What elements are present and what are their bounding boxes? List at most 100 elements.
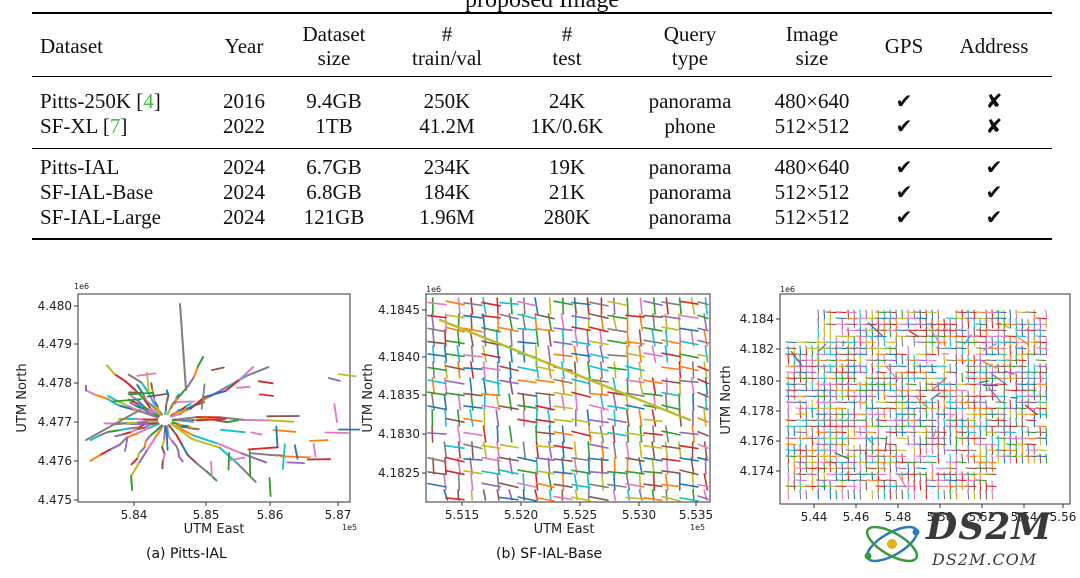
route-segment xyxy=(795,371,807,374)
route-segment xyxy=(481,404,501,410)
route-segment xyxy=(181,443,189,456)
route-segment xyxy=(145,437,156,452)
route-segment xyxy=(1027,318,1030,329)
route-segment xyxy=(496,489,500,501)
route-segment xyxy=(835,347,847,350)
route-segment xyxy=(561,345,565,363)
route-segment xyxy=(140,381,150,394)
route-segment xyxy=(841,489,844,500)
route-segment xyxy=(1045,309,1048,320)
route-segment xyxy=(697,495,709,500)
route-segment xyxy=(679,327,699,332)
route-segment xyxy=(481,340,501,346)
route-segment xyxy=(829,363,832,374)
route-segment xyxy=(853,309,856,320)
route-segment xyxy=(495,393,500,411)
route-segment xyxy=(875,407,887,410)
route-segment xyxy=(841,372,844,383)
route-segment xyxy=(973,480,976,491)
route-segment xyxy=(895,323,907,326)
route-segment xyxy=(586,345,591,363)
route-segment xyxy=(463,405,483,409)
route-segment xyxy=(463,301,483,307)
route-segment xyxy=(855,335,867,338)
route-segment xyxy=(825,383,837,386)
route-segment xyxy=(625,496,645,500)
route-segment xyxy=(864,451,867,464)
route-segment xyxy=(589,483,609,489)
route-segment xyxy=(548,393,552,411)
route-segment xyxy=(517,469,537,474)
route-segment xyxy=(553,483,573,488)
route-segment xyxy=(1015,371,1027,374)
route-segment xyxy=(913,462,916,473)
route-segment xyxy=(847,471,850,482)
sf-ial-base-route-map: 1e6 4.1845 4.1840 4.1835 4.1830 4.1825 5… xyxy=(361,285,713,537)
route-segment xyxy=(805,407,817,410)
route-segment xyxy=(925,341,937,344)
route-segment xyxy=(877,435,880,446)
y-tick-label: 4.1835 xyxy=(378,388,420,402)
route-segment xyxy=(823,471,826,482)
route-segment xyxy=(935,335,947,338)
route-segment xyxy=(829,309,832,320)
y-tick-label: 4.477 xyxy=(38,415,72,429)
route-segment xyxy=(805,408,808,419)
citation-link[interactable]: 4 xyxy=(143,89,154,113)
route-segment xyxy=(1015,444,1018,455)
route-segment xyxy=(853,444,856,455)
route-segment xyxy=(991,318,994,329)
route-segment xyxy=(817,381,820,392)
route-segment xyxy=(1015,389,1027,392)
route-segment xyxy=(1035,377,1047,380)
route-segment xyxy=(793,426,796,437)
route-segment xyxy=(845,371,857,374)
route-segment xyxy=(905,485,917,488)
route-segment xyxy=(135,420,148,424)
citation-link[interactable]: 7 xyxy=(109,114,121,138)
route-segment xyxy=(117,404,133,411)
route-segment xyxy=(907,345,910,356)
route-segment xyxy=(799,345,802,356)
route-segment xyxy=(931,444,934,455)
route-segment xyxy=(499,326,519,333)
route-segment xyxy=(785,389,797,392)
route-segment xyxy=(522,329,525,347)
route-segment xyxy=(855,425,867,428)
route-segment xyxy=(785,377,797,380)
route-segment xyxy=(1025,455,1037,458)
route-segment xyxy=(224,378,241,393)
route-segment xyxy=(1009,318,1012,329)
figure-pitts-ial: 1e6 4.480 4.479 4.478 4.477 4.476 4.475 … xyxy=(0,280,361,570)
route-segment xyxy=(945,335,957,338)
route-segment xyxy=(935,413,947,416)
route-segment xyxy=(825,413,837,416)
route-segment xyxy=(847,408,850,419)
route-segment xyxy=(949,381,952,392)
route-segment xyxy=(445,365,465,371)
route-segment xyxy=(463,470,483,475)
route-segment xyxy=(931,417,934,428)
route-segment xyxy=(937,408,940,419)
route-segment xyxy=(445,456,465,463)
route-segment xyxy=(875,371,887,374)
route-segment xyxy=(238,366,255,381)
route-segment xyxy=(823,453,826,464)
row-trainval: 250K xyxy=(423,89,471,113)
route-segment xyxy=(625,365,645,372)
route-segment xyxy=(625,432,645,437)
route-segment xyxy=(985,419,997,422)
route-segment xyxy=(991,480,994,491)
route-segment xyxy=(915,443,927,446)
route-segment xyxy=(943,363,946,374)
route-segment xyxy=(875,401,887,404)
route-segment xyxy=(979,390,982,401)
route-segment xyxy=(835,311,847,314)
route-segment xyxy=(697,365,709,372)
route-segment xyxy=(817,372,820,383)
route-segment xyxy=(845,335,857,338)
route-segment xyxy=(1003,444,1006,455)
header-address: Address xyxy=(959,34,1029,58)
route-segment xyxy=(935,377,947,380)
route-segment xyxy=(865,467,877,470)
